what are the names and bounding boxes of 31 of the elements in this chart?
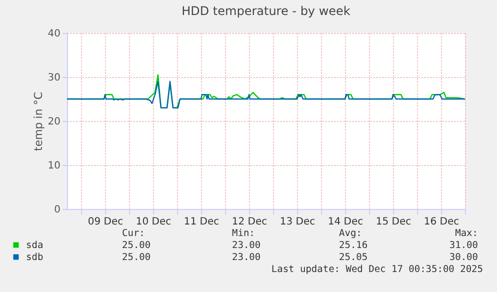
text: Avg: [339, 228, 362, 239]
y-tick-label: 40 [48, 28, 60, 40]
x-tick-label: 10 Dec [136, 216, 172, 228]
text: Min: [232, 228, 255, 239]
x-tick-label: 12 Dec [232, 216, 268, 228]
text: Last update: Wed Dec 17 00:35:00 2025 [271, 264, 483, 275]
text: 23.00 [232, 240, 261, 251]
y-tick-label: 10 [48, 160, 60, 172]
y-tick-label: 20 [48, 116, 60, 128]
x-tick-label: 16 Dec [424, 216, 460, 228]
x-tick-label: 11 Dec [184, 216, 220, 228]
line-series [66, 80, 466, 108]
y-axis-title: temp in °C [32, 92, 45, 151]
chart-title: HDD temperature - by week [182, 4, 350, 18]
x-tick-label: 15 Dec [376, 216, 412, 228]
x-tick-label: 09 Dec [88, 216, 124, 228]
y-tick-label: 0 [54, 204, 60, 216]
x-tick-label: 13 Dec [280, 216, 316, 228]
text: 30.00 [449, 252, 478, 263]
y-tick-label: 30 [48, 72, 60, 84]
text: 31.00 [449, 240, 478, 251]
text: 25.00 [122, 240, 151, 251]
text: Cur: [122, 228, 145, 239]
text: 25.05 [339, 252, 368, 263]
text: 23.00 [232, 252, 261, 263]
legend-label: sdb [26, 252, 44, 263]
text: Max: [455, 228, 478, 239]
x-tick-label: 14 Dec [328, 216, 364, 228]
text: 25.00 [122, 252, 151, 263]
legend-label: sda [26, 240, 44, 251]
text: 25.16 [339, 240, 368, 251]
